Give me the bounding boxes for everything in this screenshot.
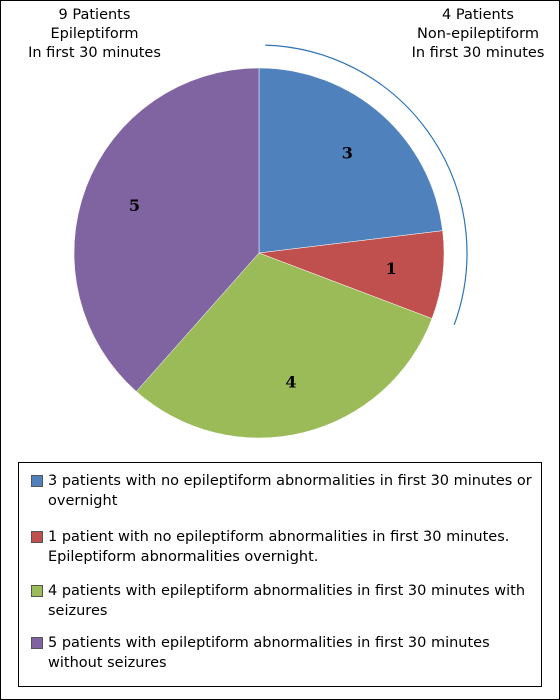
slice-label: 3 xyxy=(342,143,353,162)
pie-slice xyxy=(135,252,433,439)
legend-label: 4 patients with epileptiform abnormaliti… xyxy=(48,583,526,619)
annotation-epileptiform: 9 Patients Epileptiform In first 30 minu… xyxy=(28,7,161,61)
legend-swatch xyxy=(31,637,43,649)
legend-label: 1 patient with no epileptiform abnormali… xyxy=(48,529,510,565)
annotation-non-epileptiform: 4 Patients Non-epileptiform In first 30 … xyxy=(411,7,545,61)
slice-label: 5 xyxy=(129,196,140,215)
slice-label: 1 xyxy=(386,259,397,278)
legend-label: 5 patients with epileptiform abnormaliti… xyxy=(48,635,490,671)
pie-chart: 3 1 4 5 xyxy=(73,44,468,439)
legend-label: 3 patients with no epileptiform abnormal… xyxy=(48,473,532,509)
legend-swatch xyxy=(31,585,43,597)
slice-label: 4 xyxy=(285,372,296,391)
legend-swatch xyxy=(31,531,43,543)
pie-slice xyxy=(258,67,443,254)
group-bracket xyxy=(265,44,468,326)
legend-swatch xyxy=(31,475,43,487)
legend: 3 patients with no epileptiform abnormal… xyxy=(18,462,542,687)
pie-slice xyxy=(73,67,260,392)
